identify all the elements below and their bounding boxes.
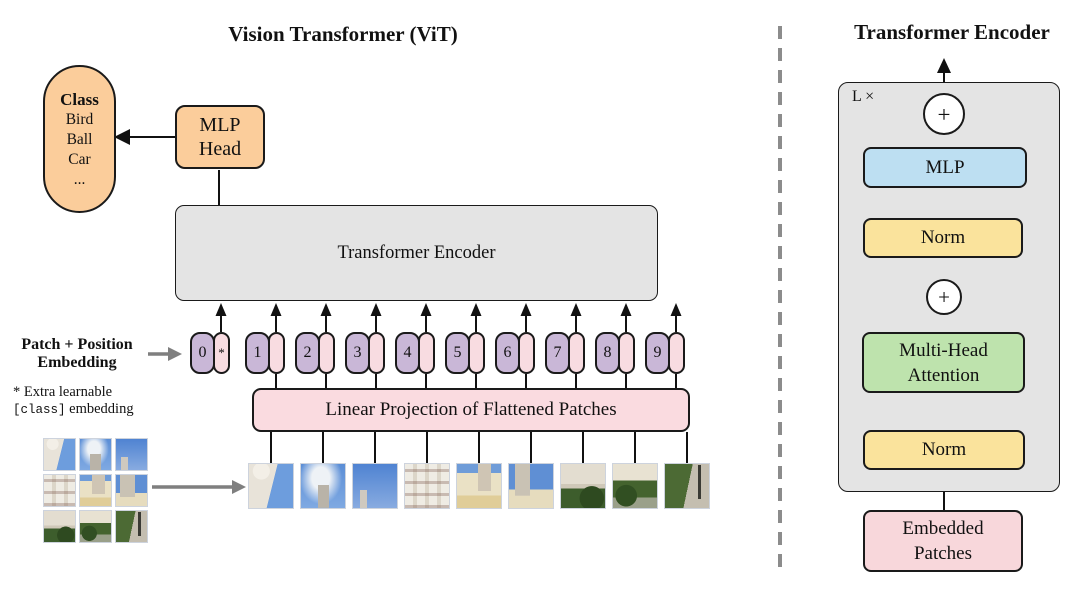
- image-patch-4: [404, 463, 450, 509]
- token-5: 5: [445, 332, 485, 374]
- token-9: 9: [645, 332, 685, 374]
- image-patch-7: [560, 463, 606, 509]
- token-0-number: 0: [190, 332, 215, 374]
- layer-repeat-label: L ×: [852, 88, 875, 105]
- transformer-encoder-box: Transformer Encoder: [175, 205, 658, 301]
- token-6-patch-slot: [518, 332, 535, 374]
- grid-tile-8: [79, 510, 112, 543]
- footnote-line1: * Extra learnable: [13, 384, 113, 400]
- patch-to-projection-lines: [270, 432, 688, 464]
- token-2-number: 2: [295, 332, 320, 374]
- right-panel-title: Transformer Encoder: [854, 20, 1050, 44]
- token-6: 6: [495, 332, 535, 374]
- residual-add-bottom: +: [926, 279, 962, 315]
- image-patch-3: [352, 463, 398, 509]
- patch-position-embedding-label: Patch + Position Embedding: [21, 336, 133, 371]
- left-panel-title: Vision Transformer (ViT): [228, 22, 458, 46]
- mlp-head-box: MLP Head: [175, 105, 265, 169]
- left-panel-connectors: [114, 129, 688, 494]
- gray-arrow-image-to-patches: [152, 480, 246, 494]
- token-0-class-slot: *: [213, 332, 230, 374]
- multi-head-attention-block: Multi-Head Attention: [862, 332, 1025, 393]
- token-7-number: 7: [545, 332, 570, 374]
- token-9-patch-slot: [668, 332, 685, 374]
- class-item-ball: Ball: [66, 131, 93, 148]
- grid-tile-2: [79, 438, 112, 471]
- token-to-encoder-arrows: [215, 303, 682, 332]
- token-4: 4: [395, 332, 435, 374]
- residual-add-top: +: [923, 93, 965, 135]
- mlp-head-line1: MLP: [199, 114, 241, 136]
- token-7-patch-slot: [568, 332, 585, 374]
- input-image-grid: [43, 438, 148, 543]
- image-patch-8: [612, 463, 658, 509]
- grid-tile-1: [43, 438, 76, 471]
- linear-projection-box: Linear Projection of Flattened Patches: [252, 388, 690, 432]
- gray-arrow-label-to-token: [148, 347, 182, 361]
- projection-to-token-lines: [275, 374, 677, 389]
- grid-tile-6: [115, 474, 148, 507]
- panel-divider-dashed: [778, 26, 782, 572]
- class-item-car: Car: [68, 151, 91, 168]
- token-6-number: 6: [495, 332, 520, 374]
- token-3: 3: [345, 332, 385, 374]
- token-8-patch-slot: [618, 332, 635, 374]
- class-output-oval: Class Bird Ball Car ...: [43, 65, 116, 213]
- token-1-patch-slot: [268, 332, 285, 374]
- token-4-patch-slot: [418, 332, 435, 374]
- token-5-patch-slot: [468, 332, 485, 374]
- class-item-ellipsis: ...: [73, 171, 86, 188]
- token-9-number: 9: [645, 332, 670, 374]
- embedded-patches-box: Embedded Patches: [863, 510, 1023, 572]
- token-8-number: 8: [595, 332, 620, 374]
- image-patch-6: [508, 463, 554, 509]
- token-1: 1: [245, 332, 285, 374]
- token-3-number: 3: [345, 332, 370, 374]
- mlp-block: MLP: [863, 147, 1027, 188]
- class-token-literal: [class]: [13, 402, 66, 417]
- token-7: 7: [545, 332, 585, 374]
- token-4-number: 4: [395, 332, 420, 374]
- image-patch-1: [248, 463, 294, 509]
- image-patch-2: [300, 463, 346, 509]
- token-5-number: 5: [445, 332, 470, 374]
- norm-block-top: Norm: [863, 218, 1023, 258]
- token-2-patch-slot: [318, 332, 335, 374]
- class-token-footnote: * Extra learnable [class] embedding: [13, 384, 134, 418]
- token-3-patch-slot: [368, 332, 385, 374]
- grid-tile-4: [43, 474, 76, 507]
- image-patch-5: [456, 463, 502, 509]
- token-2: 2: [295, 332, 335, 374]
- grid-tile-7: [43, 510, 76, 543]
- token-8: 8: [595, 332, 635, 374]
- class-item-bird: Bird: [65, 111, 94, 128]
- token-0: 0 *: [190, 332, 230, 374]
- mlp-head-line2: Head: [198, 138, 242, 160]
- norm-block-bottom: Norm: [863, 430, 1025, 470]
- token-1-number: 1: [245, 332, 270, 374]
- grid-tile-5: [79, 474, 112, 507]
- image-patch-9: [664, 463, 710, 509]
- class-heading: Class: [60, 90, 99, 109]
- footnote-line2: [class] embedding: [13, 400, 134, 417]
- grid-tile-9: [115, 510, 148, 543]
- grid-tile-3: [115, 438, 148, 471]
